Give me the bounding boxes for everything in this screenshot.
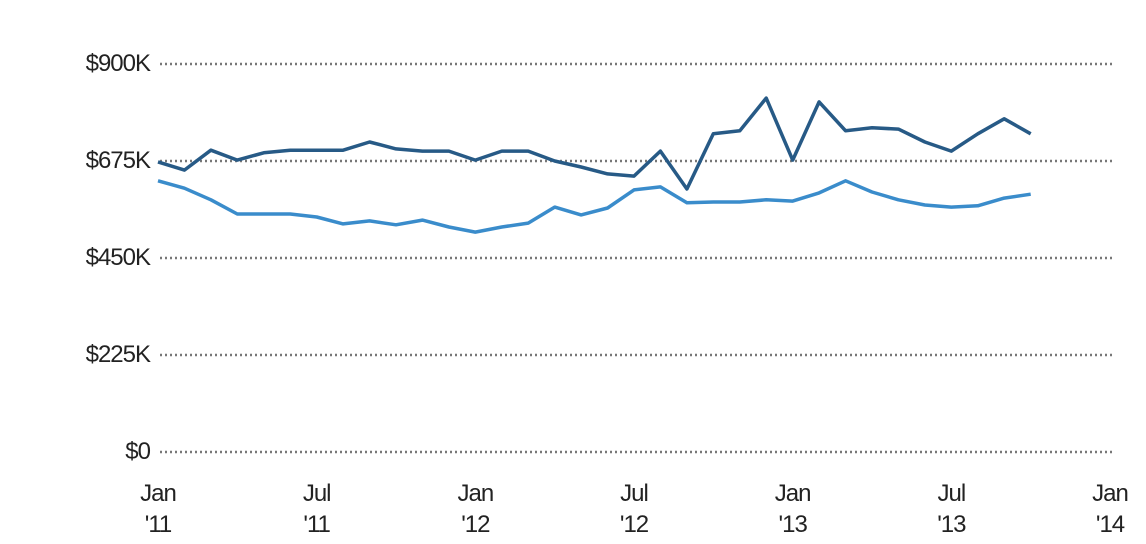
x-tick-label: Jul '13 — [937, 480, 966, 538]
series-line — [157, 179, 1031, 234]
x-tick-label: Jan '11 — [140, 480, 177, 538]
series-line — [157, 96, 1032, 191]
y-tick-label: $225K — [85, 341, 151, 368]
x-tick-label: Jul '12 — [619, 480, 649, 538]
y-tick-label: $450K — [85, 244, 151, 271]
y-tick-label: $675K — [85, 147, 151, 174]
x-tick-label: Jan '12 — [457, 480, 494, 538]
x-tick-label: Jul '11 — [302, 480, 332, 538]
x-tick-label: Jan '13 — [774, 480, 812, 538]
y-tick-label: $0 — [125, 438, 151, 465]
y-tick-label: $900K — [85, 50, 151, 77]
x-tick-label: Jan '14 — [1092, 480, 1129, 538]
